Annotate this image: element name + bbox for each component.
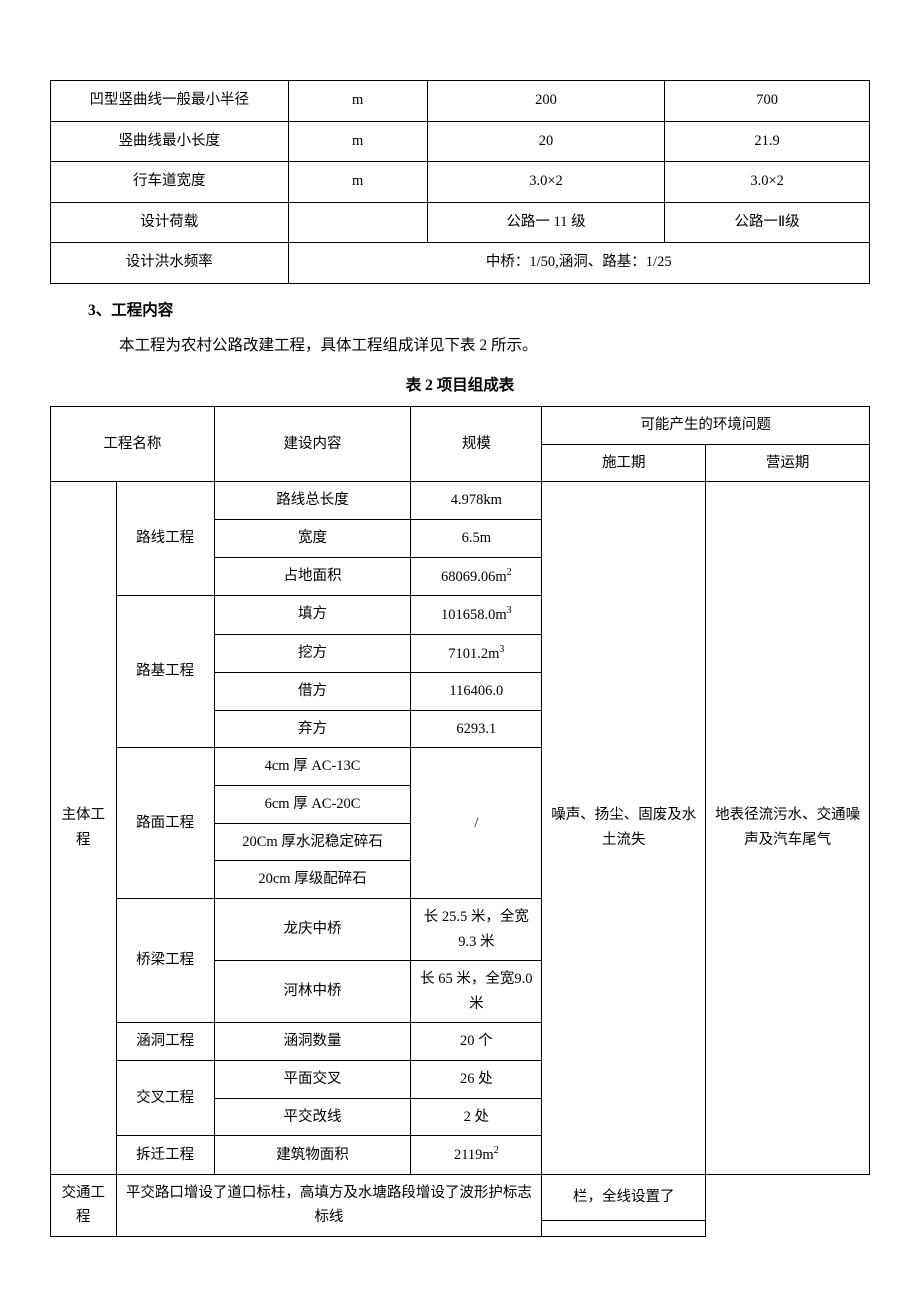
value: 68069.06m (441, 568, 507, 584)
cell: 行车道宽度 (51, 162, 289, 203)
cell: 龙庆中桥 (214, 898, 411, 960)
sub-category-cell: 交叉工程 (116, 1061, 214, 1136)
cell: 平交改线 (214, 1098, 411, 1136)
main-category-cell: 主体工程 (51, 482, 117, 1174)
table-row: 设计洪水频率 中桥：1/50,涵洞、路基：1/25 (51, 243, 870, 284)
table-header-row: 工程名称 建设内容 规模 可能产生的环境问题 (51, 407, 870, 445)
value: 101658.0m (441, 607, 507, 623)
body-paragraph: 本工程为农村公路改建工程，具体工程组成详见下表 2 所示。 (88, 331, 870, 360)
cell: 2 处 (411, 1098, 542, 1136)
cell: / (411, 748, 542, 899)
sub-category-cell: 桥梁工程 (116, 898, 214, 1023)
cell: 68069.06m2 (411, 557, 542, 595)
sub-category-cell: 拆迁工程 (116, 1136, 214, 1174)
sub-category-cell: 路基工程 (116, 596, 214, 748)
header-cell: 营运期 (706, 444, 870, 482)
cell: 弃方 (214, 710, 411, 748)
env-operation-cell: 地表径流污水、交通噪声及汽车尾气 (706, 482, 870, 1174)
cell: 填方 (214, 596, 411, 634)
table-caption: 表 2 项目组成表 (50, 371, 870, 400)
cell: 建筑物面积 (214, 1136, 411, 1174)
cell: 3.0×2 (665, 162, 870, 203)
cell: 凹型竖曲线一般最小半径 (51, 81, 289, 122)
cell: 涵洞数量 (214, 1023, 411, 1061)
cell: m (288, 81, 427, 122)
cell: 宽度 (214, 519, 411, 557)
cell: 中桥：1/50,涵洞、路基：1/25 (288, 243, 870, 284)
sup: 2 (507, 567, 512, 578)
value: 2119m (454, 1147, 494, 1163)
cell: m (288, 121, 427, 162)
table-row: 主体工程 路线工程 路线总长度 4.978km 噪声、扬尘、固废及水土流失 地表… (51, 482, 870, 520)
sub-category-cell: 交通工程 (51, 1174, 117, 1236)
cell: 河林中桥 (214, 961, 411, 1023)
cell: 栏，全线设置了 (542, 1174, 706, 1220)
table-row: 交通工程 平交路口增设了道口标柱，高填方及水塘路段增设了波形护标志标线 栏，全线… (51, 1174, 870, 1220)
cell: 6293.1 (411, 710, 542, 748)
tech-standards-table: 凹型竖曲线一般最小半径 m 200 700 竖曲线最小长度 m 20 21.9 … (50, 80, 870, 284)
cell: 3.0×2 (427, 162, 665, 203)
cell: 设计洪水频率 (51, 243, 289, 284)
cell: 竖曲线最小长度 (51, 121, 289, 162)
cell: 设计荷载 (51, 202, 289, 243)
cell (542, 1221, 706, 1237)
cell: 101658.0m3 (411, 596, 542, 634)
cell: 116406.0 (411, 673, 542, 711)
cell: 6.5m (411, 519, 542, 557)
cell: 2119m2 (411, 1136, 542, 1174)
sub-category-cell: 路面工程 (116, 748, 214, 899)
section-heading: 3、工程内容 (88, 296, 870, 325)
table-row: 竖曲线最小长度 m 20 21.9 (51, 121, 870, 162)
table-row: 设计荷载 公路一 11 级 公路一Ⅱ级 (51, 202, 870, 243)
env-construction-cell: 噪声、扬尘、固废及水土流失 (542, 482, 706, 1174)
sub-category-cell: 路线工程 (116, 482, 214, 596)
cell: 7101.2m3 (411, 634, 542, 672)
sup: 3 (507, 605, 512, 616)
cell: 20Cm 厚水泥稳定碎石 (214, 823, 411, 861)
cell: 21.9 (665, 121, 870, 162)
cell: 20cm 厚级配碎石 (214, 861, 411, 899)
cell: 平面交叉 (214, 1061, 411, 1099)
table-row: 凹型竖曲线一般最小半径 m 200 700 (51, 81, 870, 122)
table-row: 行车道宽度 m 3.0×2 3.0×2 (51, 162, 870, 203)
header-cell: 工程名称 (51, 407, 215, 482)
cell: 借方 (214, 673, 411, 711)
cell: 公路一Ⅱ级 (665, 202, 870, 243)
value: 7101.2m (448, 645, 499, 661)
cell: m (288, 162, 427, 203)
cell: 挖方 (214, 634, 411, 672)
cell: 200 (427, 81, 665, 122)
cell: 占地面积 (214, 557, 411, 595)
cell (288, 202, 427, 243)
project-composition-table: 工程名称 建设内容 规模 可能产生的环境问题 施工期 营运期 主体工程 路线工程… (50, 406, 870, 1237)
cell: 700 (665, 81, 870, 122)
sup: 2 (494, 1145, 499, 1156)
header-cell: 建设内容 (214, 407, 411, 482)
cell: 26 处 (411, 1061, 542, 1099)
cell: 4cm 厚 AC-13C (214, 748, 411, 786)
sub-category-cell: 涵洞工程 (116, 1023, 214, 1061)
cell: 6cm 厚 AC-20C (214, 785, 411, 823)
cell: 20 (427, 121, 665, 162)
header-cell: 施工期 (542, 444, 706, 482)
cell: 20 个 (411, 1023, 542, 1061)
cell: 长 25.5 米，全宽 9.3 米 (411, 898, 542, 960)
cell: 长 65 米，全宽9.0 米 (411, 961, 542, 1023)
header-cell: 可能产生的环境问题 (542, 407, 870, 445)
cell: 路线总长度 (214, 482, 411, 520)
cell: 公路一 11 级 (427, 202, 665, 243)
cell: 平交路口增设了道口标柱，高填方及水塘路段增设了波形护标志标线 (116, 1174, 542, 1236)
header-cell: 规模 (411, 407, 542, 482)
sup: 3 (499, 644, 504, 655)
cell: 4.978km (411, 482, 542, 520)
